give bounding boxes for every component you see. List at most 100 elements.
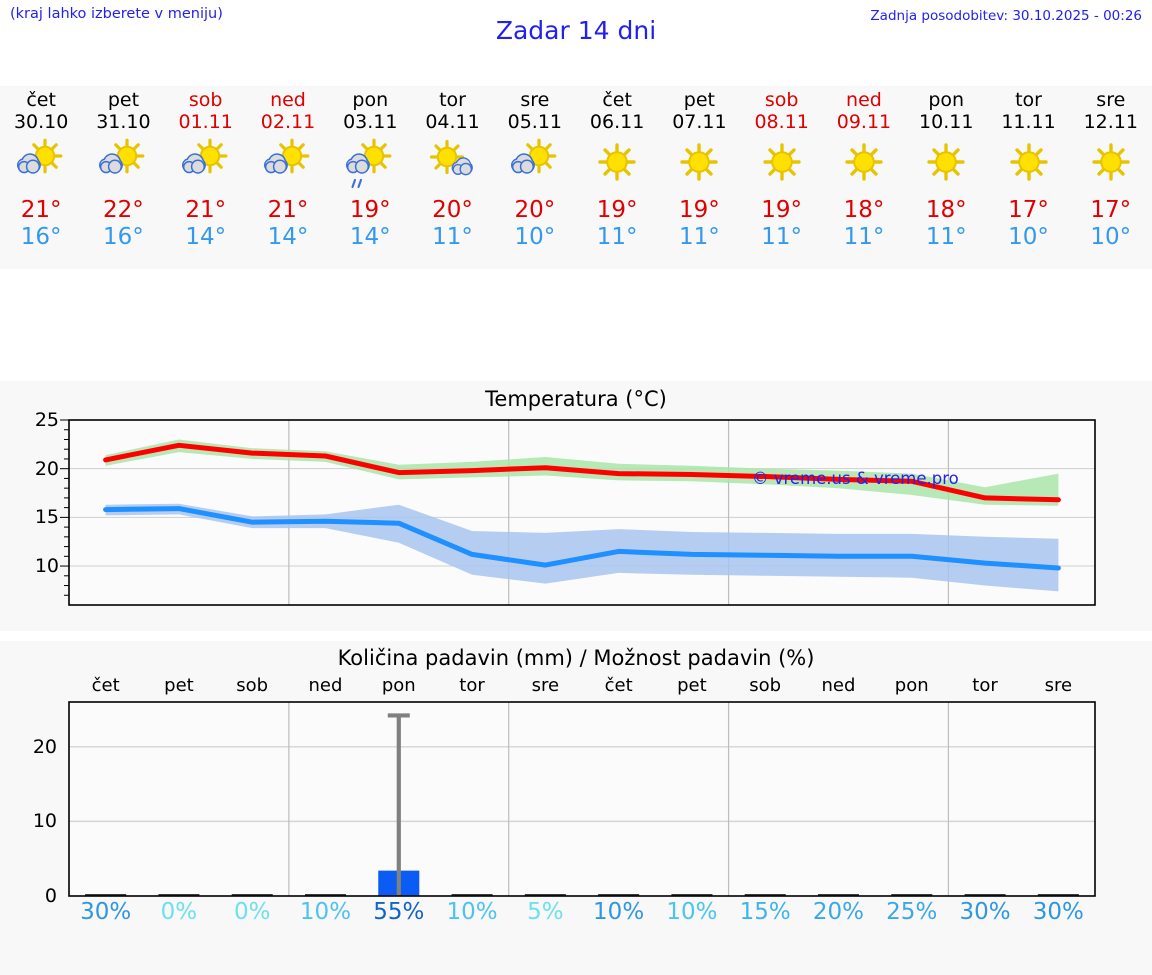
precipitation-day-label: tor bbox=[459, 675, 485, 696]
temp-max: 19° bbox=[596, 197, 638, 223]
day-of-week: pet bbox=[107, 89, 140, 111]
precipitation-probability: 10% bbox=[299, 899, 352, 925]
precipitation-probability: 0% bbox=[160, 899, 198, 925]
day-date: 06.11 bbox=[589, 111, 645, 133]
precipitation-probability-row: 30% 0% 0% 10% 55% 10% 5% 10% 10% 15% 20% 25% 30% 30% bbox=[69, 899, 1095, 935]
temperature-y-tick: 10 bbox=[34, 555, 59, 578]
spacer bbox=[0, 269, 1152, 381]
temp-min: 16° bbox=[103, 224, 144, 250]
precipitation-probability: 55% bbox=[373, 899, 425, 925]
day-of-week: pon bbox=[928, 89, 965, 111]
forecast-day-1[interactable]: čet 30.10 21° 16° bbox=[0, 86, 82, 269]
sun-icon bbox=[915, 135, 977, 191]
forecast-day-10[interactable]: sob 08.11 19° 11° bbox=[741, 86, 823, 269]
day-of-week: pet bbox=[683, 89, 715, 111]
precipitation-day-label: pon bbox=[894, 675, 929, 696]
precipitation-chart-panel: Količina padavin (mm) / Možnost padavin … bbox=[0, 641, 1152, 975]
temp-max: 20° bbox=[432, 197, 473, 223]
daily-forecast-strip: čet 30.10 21° 16° pet 31.10 22° 16° sob 01.11 21° 1… bbox=[0, 86, 1152, 269]
temp-max: 19° bbox=[349, 197, 391, 223]
day-of-week: pon bbox=[352, 89, 389, 111]
day-date: 11.11 bbox=[1001, 111, 1056, 133]
temp-max: 18° bbox=[925, 197, 967, 223]
forecast-day-2[interactable]: pet 31.10 22° 16° bbox=[82, 86, 164, 269]
forecast-day-3[interactable]: sob 01.11 21° 14° bbox=[165, 86, 247, 269]
precipitation-probability: 15% bbox=[739, 899, 791, 925]
precipitation-probability: 10% bbox=[593, 899, 645, 925]
temp-min: 10° bbox=[1090, 224, 1132, 250]
precipitation-y-tick: 20 bbox=[32, 735, 57, 758]
temperature-y-tick: 25 bbox=[34, 409, 59, 431]
last-updated: Zadnja posodobitev: 30.10.2025 - 00:26 bbox=[870, 8, 1142, 24]
temp-max: 22° bbox=[103, 197, 144, 223]
temp-max: 19° bbox=[761, 197, 803, 223]
temp-min: 14° bbox=[267, 224, 309, 250]
sun-behind-rain-cloud-icon bbox=[339, 135, 401, 191]
forecast-day-4[interactable]: ned 02.11 21° 14° bbox=[247, 86, 329, 269]
precipitation-day-label: ned bbox=[308, 675, 343, 696]
day-date: 01.11 bbox=[178, 111, 233, 133]
day-of-week: ned bbox=[846, 89, 882, 111]
day-date: 30.10 bbox=[13, 111, 69, 133]
day-date: 08.11 bbox=[754, 111, 809, 133]
temp-max: 20° bbox=[514, 197, 556, 223]
day-of-week: čet bbox=[602, 89, 632, 111]
day-date: 03.11 bbox=[343, 111, 398, 133]
temperature-y-tick: 15 bbox=[34, 506, 59, 529]
precipitation-probability: 30% bbox=[1032, 899, 1084, 925]
temp-min: 11° bbox=[679, 224, 720, 250]
day-date: 07.11 bbox=[672, 111, 727, 133]
temp-min: 11° bbox=[843, 224, 885, 250]
temp-max: 19° bbox=[679, 197, 720, 223]
temp-min: 11° bbox=[596, 224, 638, 250]
precipitation-day-label: ned bbox=[821, 675, 856, 696]
day-of-week: tor bbox=[439, 89, 466, 111]
precipitation-probability: 30% bbox=[80, 899, 132, 925]
sun-behind-cloud-icon bbox=[92, 135, 154, 191]
precipitation-day-label: sre bbox=[1044, 675, 1073, 696]
day-date: 05.11 bbox=[507, 111, 563, 133]
forecast-day-13[interactable]: tor 11.11 17° 10° bbox=[987, 86, 1069, 269]
sun-icon bbox=[668, 135, 730, 191]
forecast-day-5[interactable]: pon 03.11 19° 14° bbox=[329, 86, 411, 269]
precipitation-probability: 10% bbox=[666, 899, 718, 925]
day-of-week: tor bbox=[1015, 89, 1042, 111]
day-of-week: čet bbox=[26, 89, 56, 111]
day-date: 10.11 bbox=[919, 111, 974, 133]
precipitation-day-label: pet bbox=[164, 675, 194, 696]
precipitation-day-label: čet bbox=[91, 675, 120, 696]
page-header: (kraj lahko izberete v meniju) Zadar 14 … bbox=[0, 0, 1152, 62]
forecast-day-7[interactable]: sre 05.11 20° 10° bbox=[494, 86, 576, 269]
forecast-day-11[interactable]: ned 09.11 18° 11° bbox=[823, 86, 905, 269]
day-of-week: sre bbox=[520, 89, 550, 111]
day-date: 12.11 bbox=[1083, 111, 1138, 133]
precipitation-chart bbox=[68, 701, 1096, 897]
forecast-day-9[interactable]: pet 07.11 19° 11° bbox=[658, 86, 740, 269]
temp-max: 18° bbox=[843, 197, 885, 223]
day-date: 09.11 bbox=[836, 111, 892, 133]
sun-behind-cloud-icon bbox=[175, 135, 237, 191]
precipitation-day-label: čet bbox=[604, 675, 633, 696]
precipitation-y-tick: 10 bbox=[32, 810, 57, 833]
forecast-day-12[interactable]: pon 10.11 18° 11° bbox=[905, 86, 987, 269]
precipitation-day-label: sob bbox=[236, 675, 269, 696]
temperature-chart-panel: Temperatura (°C) © vreme.us & vreme.pro … bbox=[0, 381, 1152, 631]
sun-icon bbox=[751, 135, 813, 191]
precipitation-probability: 10% bbox=[446, 899, 498, 925]
temp-min: 11° bbox=[761, 224, 803, 250]
forecast-day-14[interactable]: sre 12.11 17° 10° bbox=[1070, 86, 1152, 269]
temp-min: 10° bbox=[1008, 224, 1049, 250]
temp-max: 17° bbox=[1090, 197, 1132, 223]
precipitation-probability: 25% bbox=[886, 899, 938, 925]
precipitation-y-tick: 0 bbox=[44, 885, 57, 907]
day-of-week: sre bbox=[1096, 89, 1126, 111]
precipitation-probability: 5% bbox=[527, 899, 564, 925]
temp-min: 11° bbox=[432, 224, 473, 250]
forecast-day-6[interactable]: tor 04.11 20° 11° bbox=[411, 86, 493, 269]
forecast-day-8[interactable]: čet 06.11 19° 11° bbox=[576, 86, 658, 269]
sun-behind-cloud-icon bbox=[504, 135, 566, 191]
precipitation-day-label: pon bbox=[381, 675, 416, 696]
temperature-chart bbox=[60, 419, 1096, 606]
temp-max: 21° bbox=[185, 197, 227, 223]
precipitation-day-label: pet bbox=[677, 675, 707, 696]
